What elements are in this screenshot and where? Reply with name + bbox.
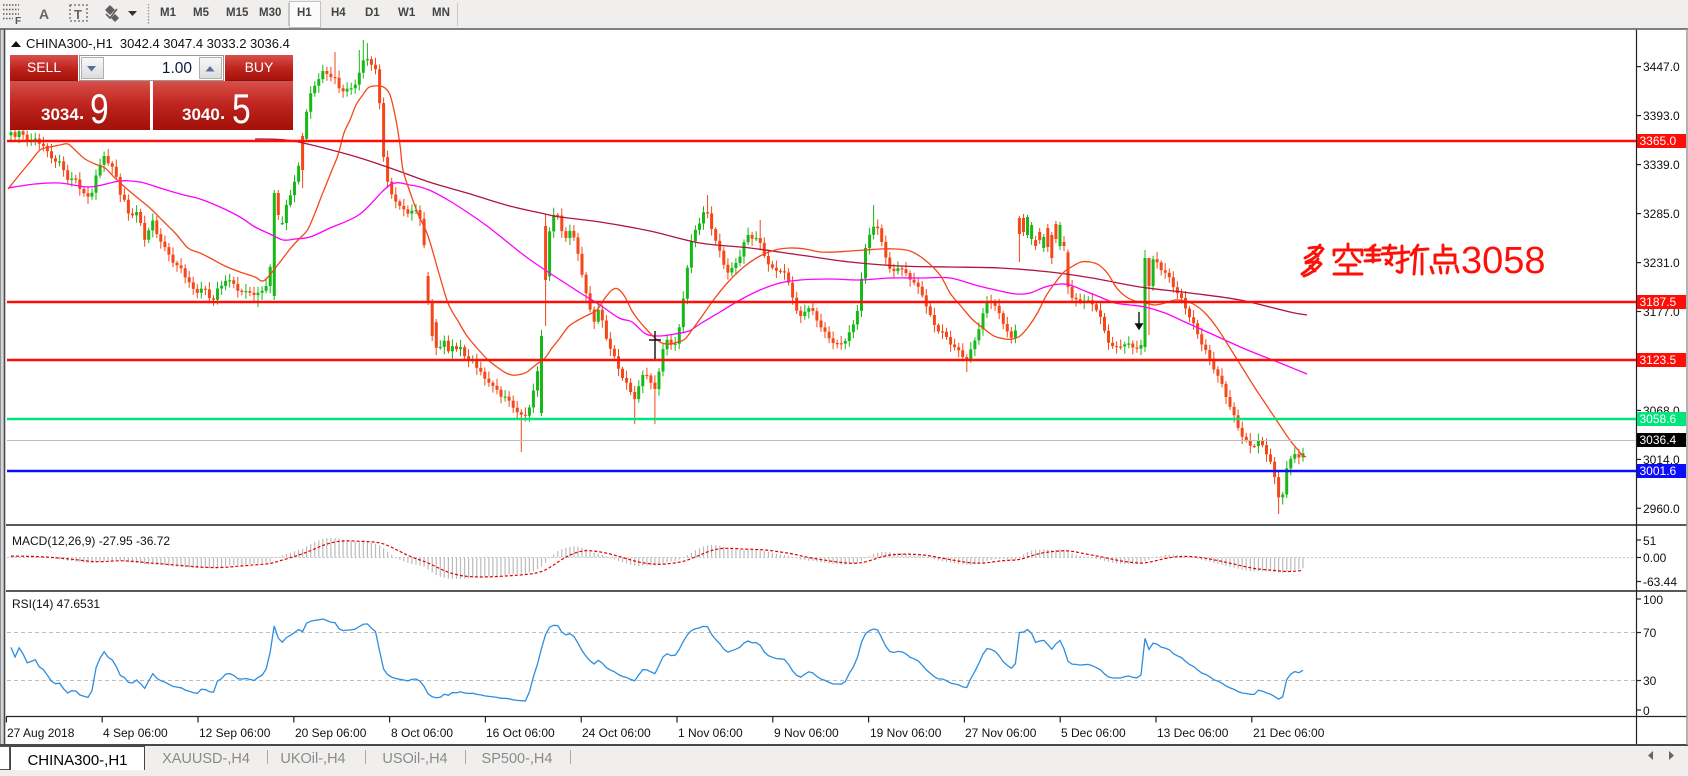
svg-text:T: T xyxy=(74,7,82,22)
svg-text:F: F xyxy=(15,16,21,27)
svg-text:A: A xyxy=(39,6,49,22)
